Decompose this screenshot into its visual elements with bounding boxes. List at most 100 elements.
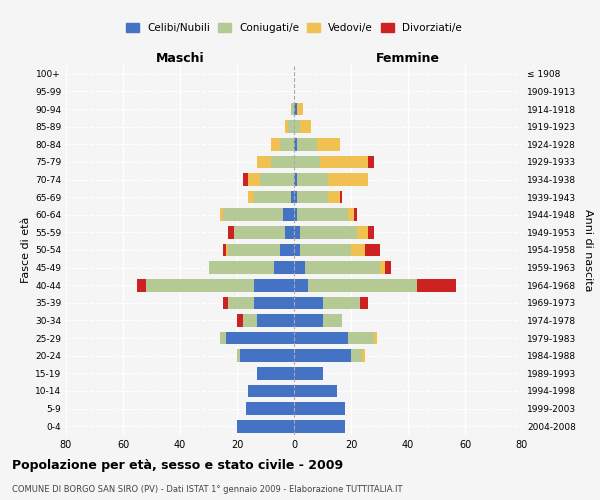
- Bar: [294, 402, 346, 415]
- Bar: [294, 156, 320, 168]
- Text: Femmine: Femmine: [376, 52, 440, 65]
- Bar: [254, 279, 294, 291]
- Bar: [294, 350, 351, 362]
- Bar: [223, 296, 229, 309]
- Bar: [291, 102, 294, 116]
- Bar: [374, 332, 377, 344]
- Bar: [294, 279, 308, 291]
- Bar: [294, 191, 297, 203]
- Bar: [351, 244, 365, 256]
- Bar: [286, 226, 294, 238]
- Y-axis label: Fasce di età: Fasce di età: [21, 217, 31, 283]
- Bar: [286, 120, 289, 133]
- Bar: [300, 120, 311, 133]
- Bar: [297, 138, 317, 150]
- Bar: [348, 332, 374, 344]
- Bar: [368, 226, 374, 238]
- Bar: [297, 191, 328, 203]
- Bar: [260, 173, 294, 186]
- Bar: [237, 420, 294, 432]
- Bar: [243, 173, 248, 186]
- Bar: [328, 191, 340, 203]
- Bar: [294, 173, 297, 186]
- Bar: [137, 279, 146, 291]
- Bar: [234, 226, 286, 238]
- Text: Maschi: Maschi: [155, 52, 205, 65]
- Bar: [294, 208, 297, 221]
- Bar: [229, 296, 254, 309]
- Bar: [294, 367, 323, 380]
- Bar: [317, 138, 340, 150]
- Bar: [356, 226, 368, 238]
- Bar: [294, 296, 323, 309]
- Text: Popolazione per età, sesso e stato civile - 2009: Popolazione per età, sesso e stato civil…: [12, 460, 343, 472]
- Bar: [297, 102, 302, 116]
- Bar: [229, 226, 234, 238]
- Bar: [294, 102, 297, 116]
- Bar: [294, 262, 305, 274]
- Bar: [340, 191, 343, 203]
- Bar: [323, 314, 343, 327]
- Bar: [283, 208, 294, 221]
- Bar: [223, 244, 226, 256]
- Bar: [280, 244, 294, 256]
- Bar: [242, 314, 257, 327]
- Bar: [294, 244, 300, 256]
- Bar: [245, 402, 294, 415]
- Bar: [305, 262, 380, 274]
- Text: COMUNE DI BORGO SAN SIRO (PV) - Dati ISTAT 1° gennaio 2009 - Elaborazione TUTTIT: COMUNE DI BORGO SAN SIRO (PV) - Dati IST…: [12, 485, 403, 494]
- Bar: [274, 262, 294, 274]
- Bar: [257, 156, 271, 168]
- Bar: [294, 332, 348, 344]
- Bar: [323, 296, 359, 309]
- Bar: [280, 138, 294, 150]
- Bar: [328, 173, 368, 186]
- Bar: [254, 191, 291, 203]
- Bar: [248, 384, 294, 398]
- Bar: [294, 120, 300, 133]
- Bar: [223, 208, 283, 221]
- Bar: [368, 156, 374, 168]
- Bar: [308, 279, 416, 291]
- Bar: [257, 367, 294, 380]
- Bar: [146, 279, 254, 291]
- Bar: [257, 314, 294, 327]
- Bar: [271, 156, 294, 168]
- Bar: [416, 279, 457, 291]
- Bar: [294, 226, 300, 238]
- Bar: [226, 332, 294, 344]
- Bar: [294, 420, 346, 432]
- Bar: [254, 296, 294, 309]
- Bar: [289, 120, 294, 133]
- Bar: [248, 173, 260, 186]
- Bar: [362, 350, 365, 362]
- Bar: [351, 350, 362, 362]
- Legend: Celibi/Nubili, Coniugati/e, Vedovi/e, Divorziati/e: Celibi/Nubili, Coniugati/e, Vedovi/e, Di…: [122, 18, 466, 37]
- Bar: [365, 244, 380, 256]
- Bar: [300, 226, 356, 238]
- Bar: [220, 332, 226, 344]
- Bar: [294, 138, 297, 150]
- Bar: [294, 384, 337, 398]
- Bar: [380, 262, 385, 274]
- Y-axis label: Anni di nascita: Anni di nascita: [583, 209, 593, 291]
- Bar: [226, 244, 229, 256]
- Bar: [359, 296, 368, 309]
- Bar: [354, 208, 357, 221]
- Bar: [220, 208, 223, 221]
- Bar: [291, 191, 294, 203]
- Bar: [248, 191, 254, 203]
- Bar: [237, 350, 240, 362]
- Bar: [385, 262, 391, 274]
- Bar: [240, 350, 294, 362]
- Bar: [297, 208, 348, 221]
- Bar: [271, 138, 280, 150]
- Bar: [229, 244, 280, 256]
- Bar: [348, 208, 354, 221]
- Bar: [300, 244, 351, 256]
- Bar: [320, 156, 368, 168]
- Bar: [209, 262, 274, 274]
- Bar: [297, 173, 328, 186]
- Bar: [237, 314, 242, 327]
- Bar: [294, 314, 323, 327]
